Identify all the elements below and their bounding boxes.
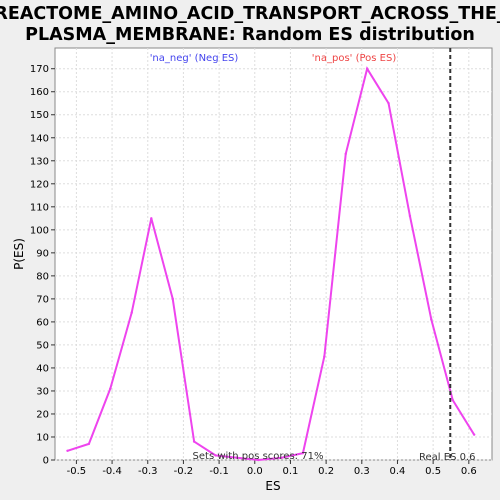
y-tick-label: 170 [30,64,49,75]
es-data-point [257,458,260,462]
x-tick-label: -0.5 [67,466,87,477]
es-data-point [365,67,369,70]
y-tick-label: 100 [30,225,49,236]
y-tick-label: 40 [36,363,49,374]
random-es-distribution-line [67,66,476,462]
y-tick-label: 130 [30,156,49,167]
es-data-point [472,433,476,436]
plot-area [54,47,493,461]
es-data-point [430,318,433,321]
y-tick-label: 110 [30,202,49,213]
es-data-point [87,442,91,446]
x-tick-label: 0.6 [461,466,477,477]
es-data-point [280,456,283,459]
es-data-point [192,440,196,443]
x-tick-label: 0.0 [247,466,263,477]
es-data-point [66,449,69,452]
es-data-point [130,311,133,314]
es-data-point [301,451,305,455]
x-tick-label: 0.1 [282,466,298,477]
y-tick-label: 0 [43,456,49,467]
y-axis-ticks: 0 10 20 30 40 50 60 70 80 90 100 110 120 130 140 150 160… [30,64,55,467]
x-tick-label: -0.3 [138,466,158,477]
y-tick-label: 30 [36,386,49,397]
x-tick-label: -0.2 [174,466,194,477]
x-axis-label: ES [265,479,280,493]
chart-title-line-2: PLASMA_MEMBRANE: Random ES distribution [25,25,475,45]
chart-title-line-1: REACTOME_AMINO_ACID_TRANSPORT_ACROSS_THE… [0,4,500,24]
neg-es-label: 'na_neg' (Neg ES) [150,53,239,64]
es-data-point [451,398,454,402]
y-axis-label: P(ES) [12,238,26,270]
real-es-label: Real ES 0.6 [419,452,475,463]
pos-es-label: 'na_pos' (Pos ES) [312,53,397,64]
y-tick-label: 20 [36,409,49,420]
es-data-point [171,297,174,301]
y-tick-label: 140 [30,133,49,144]
es-data-point [214,454,217,457]
es-data-point [109,387,112,390]
y-tick-label: 50 [36,340,49,351]
x-tick-label: 0.2 [318,466,334,477]
y-tick-label: 70 [36,294,49,305]
y-tick-label: 10 [36,432,49,443]
x-tick-label: 0.5 [425,466,441,477]
es-data-point [387,102,390,105]
y-tick-label: 150 [30,110,49,121]
es-data-point [408,214,412,218]
x-axis-ticks: -0.5 -0.4 -0.3 -0.2 -0.1 0.0 0.1 0.2 0.3 0.4 0.5 0.… [67,460,477,477]
x-tick-label: -0.1 [209,466,229,477]
es-data-point [344,152,347,156]
y-tick-label: 60 [36,317,49,328]
y-tick-label: 160 [30,87,49,98]
y-tick-label: 120 [30,179,49,190]
es-data-points [66,67,476,462]
x-tick-label: 0.4 [390,466,406,477]
y-tick-label: 90 [36,248,49,259]
grid-lines [55,48,492,461]
y-tick-label: 80 [36,271,49,282]
es-data-point [235,456,239,459]
x-tick-label: -0.4 [102,466,122,477]
es-data-point [323,355,326,358]
sets-with-pos-scores-label: Sets with pos scores: 71% [193,451,324,462]
es-data-point [150,217,153,220]
x-tick-label: 0.3 [354,466,370,477]
